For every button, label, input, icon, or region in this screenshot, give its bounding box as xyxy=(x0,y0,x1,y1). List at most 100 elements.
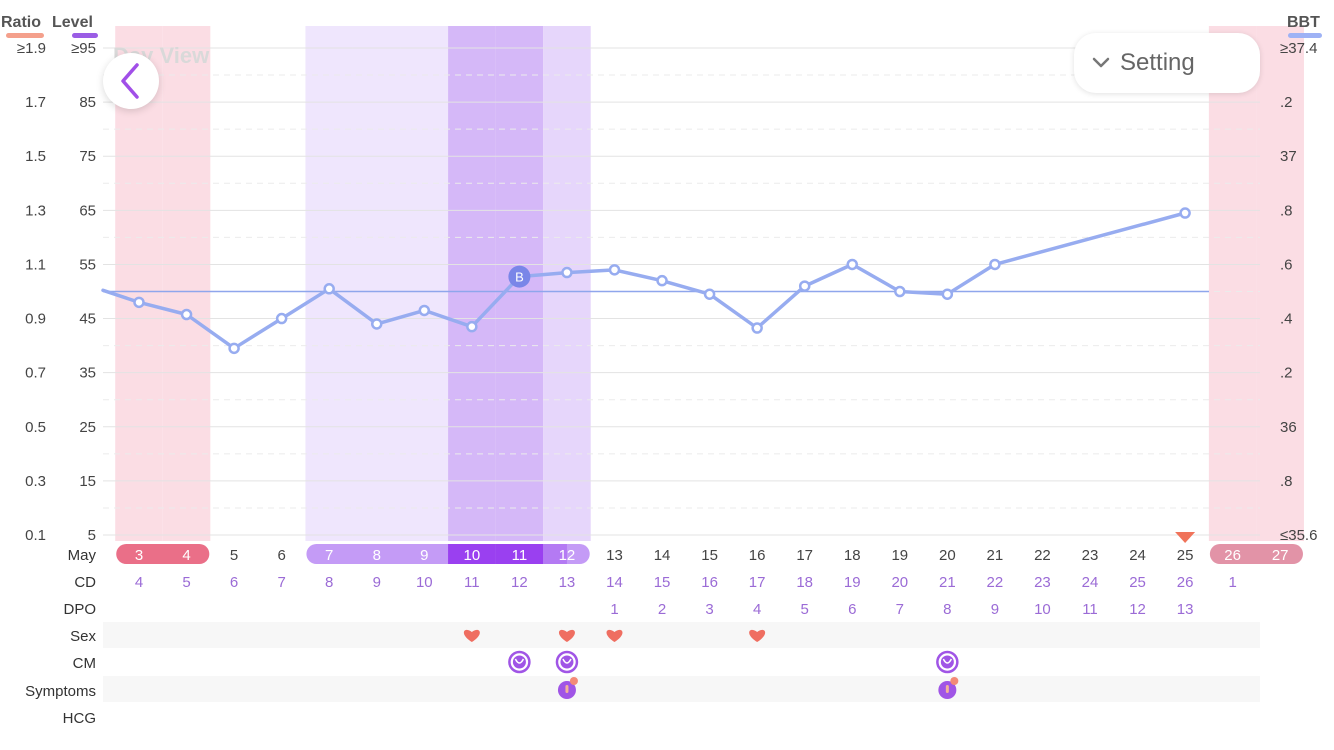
day-number[interactable]: 16 xyxy=(749,547,766,564)
symptom-icon-mark xyxy=(945,685,949,693)
bbt-point[interactable] xyxy=(751,322,763,334)
cm-icon xyxy=(940,655,954,669)
bbt-axis-title: BBT xyxy=(1287,14,1320,31)
cd-value: 20 xyxy=(891,574,908,591)
day-number[interactable]: 3 xyxy=(135,547,143,564)
day-number[interactable]: 6 xyxy=(277,547,285,564)
symptom-dot xyxy=(569,677,578,685)
ratio-axis-title: Ratio xyxy=(1,14,41,31)
cd-value: 18 xyxy=(796,574,813,591)
sex-row-label: Sex xyxy=(70,628,96,645)
cm-row-label: CM xyxy=(73,655,96,672)
peak-pill-segment xyxy=(448,544,496,564)
bbt-point[interactable] xyxy=(180,308,193,321)
gridlines xyxy=(103,47,1260,536)
phase-band-period xyxy=(115,26,163,541)
bbt-point[interactable] xyxy=(466,320,478,333)
day-number[interactable]: 22 xyxy=(1034,547,1051,564)
day-number[interactable]: 27 xyxy=(1272,547,1289,564)
bbt-point[interactable] xyxy=(608,264,621,276)
cd-value: 14 xyxy=(606,574,623,591)
day-number[interactable]: 15 xyxy=(701,547,718,564)
day-number[interactable]: 7 xyxy=(325,547,333,564)
cd-value: 6 xyxy=(230,574,238,591)
day-number[interactable]: 9 xyxy=(420,547,428,564)
bbt-point[interactable] xyxy=(418,304,431,317)
day-number[interactable]: 18 xyxy=(844,547,861,564)
sex-row-bg xyxy=(103,622,1260,648)
ovulation-badge xyxy=(508,265,531,288)
heart-icon[interactable] xyxy=(749,629,766,642)
bbt-point[interactable] xyxy=(133,296,145,309)
cd-value: 15 xyxy=(654,574,671,591)
cd-value: 12 xyxy=(511,574,528,591)
dpo-value: 10 xyxy=(1034,601,1051,618)
phase-band-period xyxy=(162,26,211,541)
phase-band-fertile xyxy=(400,26,449,541)
day-number[interactable]: 10 xyxy=(464,547,481,564)
post-peak-pill-segment xyxy=(543,544,567,564)
bbt-point[interactable] xyxy=(228,342,240,355)
cd-value: 19 xyxy=(844,574,861,591)
phase-band-next xyxy=(1208,26,1257,541)
dpo-value: 4 xyxy=(753,601,761,618)
bbt-point[interactable] xyxy=(275,312,288,325)
heart-icon[interactable] xyxy=(606,629,623,642)
bbt-point[interactable] xyxy=(798,280,811,292)
level-axis-title: Level xyxy=(52,14,93,31)
bbt-point[interactable] xyxy=(894,285,906,298)
day-number[interactable]: 25 xyxy=(1177,547,1194,564)
dpo-value: 13 xyxy=(1177,601,1194,618)
dpo-value: 12 xyxy=(1129,601,1146,618)
day-number[interactable]: 20 xyxy=(939,547,956,564)
back-button[interactable] xyxy=(103,53,159,109)
cd-value: 4 xyxy=(135,574,143,591)
day-number[interactable]: 24 xyxy=(1129,547,1146,564)
day-number[interactable]: 5 xyxy=(230,547,238,564)
day-number[interactable]: 8 xyxy=(373,547,381,564)
level-tick-label: 85 xyxy=(79,94,96,111)
day-number[interactable]: 19 xyxy=(891,547,908,564)
bbt-point[interactable] xyxy=(371,318,383,330)
setting-button[interactable]: Setting xyxy=(1074,33,1260,93)
cd-value: 5 xyxy=(182,574,190,591)
next-pill xyxy=(1209,544,1303,564)
chevron-left-icon xyxy=(121,63,139,99)
heart-icon[interactable] xyxy=(463,629,480,642)
day-number[interactable]: 23 xyxy=(1082,547,1099,564)
day-number[interactable]: 21 xyxy=(987,547,1004,564)
ovulation-badge-label: B xyxy=(515,270,524,285)
cm-icon-mark xyxy=(942,658,953,664)
day-number[interactable]: 12 xyxy=(559,547,576,564)
bbt-point[interactable] xyxy=(656,274,668,287)
cd-value: 11 xyxy=(464,574,480,591)
day-number[interactable]: 14 xyxy=(654,547,671,564)
phase-band-peak xyxy=(448,26,496,541)
day-number[interactable]: 4 xyxy=(182,547,190,564)
bbt-point[interactable] xyxy=(323,283,335,295)
bbt-point[interactable] xyxy=(1179,207,1191,219)
level-tick-label: 15 xyxy=(79,473,96,490)
dpo-value: 7 xyxy=(896,601,904,618)
marker-triangle-icon xyxy=(1175,532,1196,543)
bbt-point[interactable] xyxy=(846,258,858,271)
dpo-value: 11 xyxy=(1082,601,1098,618)
bbt-point[interactable] xyxy=(989,258,1001,271)
symptoms-row-label: Symptoms xyxy=(25,683,96,700)
ratio-tick-label: 0.7 xyxy=(25,365,46,382)
bbt-point[interactable] xyxy=(941,288,954,300)
day-number[interactable]: 11 xyxy=(512,547,528,564)
cd-value: 8 xyxy=(325,574,333,591)
heart-icon[interactable] xyxy=(558,629,575,642)
cd-value: 23 xyxy=(1034,574,1051,591)
level-tick-label: 5 xyxy=(88,527,96,544)
ratio-tick-label: 0.1 xyxy=(25,527,46,544)
ratio-tick-label: ≥1.9 xyxy=(17,40,46,57)
bbt-point[interactable] xyxy=(561,266,573,279)
day-number[interactable]: 13 xyxy=(606,547,623,564)
ratio-tick-label: 1.5 xyxy=(25,148,46,165)
ratio-tick-label: 1.7 xyxy=(25,94,46,111)
day-number[interactable]: 17 xyxy=(796,547,813,564)
bbt-point[interactable] xyxy=(703,288,716,300)
day-number[interactable]: 26 xyxy=(1224,547,1241,564)
